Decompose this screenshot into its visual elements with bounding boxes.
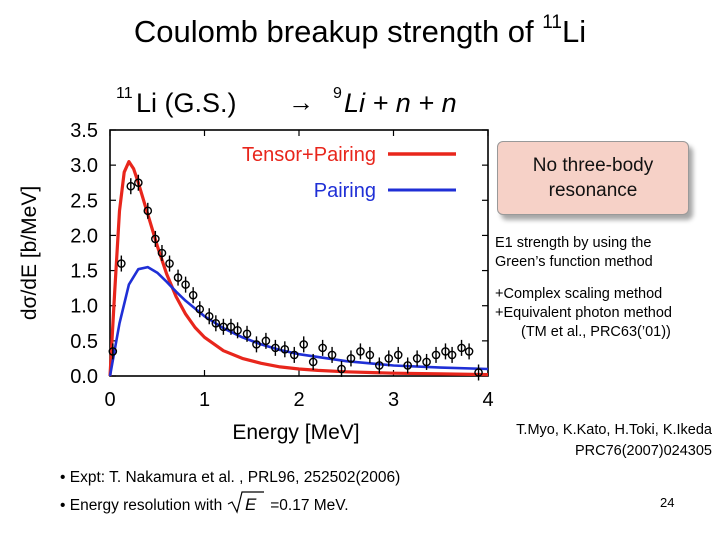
expt-point <box>126 178 136 195</box>
expt-point <box>299 336 309 353</box>
expt-point <box>365 346 375 363</box>
expt-point <box>412 350 422 367</box>
x-tick-label: 1 <box>199 389 210 411</box>
callout-line-2: resonance <box>548 180 638 201</box>
expt-point <box>457 339 466 356</box>
page-number: 24 <box>660 495 675 510</box>
expt-point <box>346 350 356 367</box>
curve-tensor-pairing <box>108 160 489 377</box>
x-tick-label: 4 <box>482 389 493 411</box>
y-tick-label: 1.0 <box>70 296 98 318</box>
no-resonance-callout: No three-body resonance <box>497 141 689 215</box>
slide-title: Coulomb breakup strength of 11Li <box>0 12 720 50</box>
x-axis-label: Energy [MeV] <box>232 421 359 444</box>
expt-point <box>188 287 198 304</box>
model-curves <box>108 160 489 377</box>
expt-point <box>211 315 221 332</box>
y-tick-label: 1.5 <box>70 261 98 283</box>
expt-point <box>117 255 126 272</box>
method-item-citation: (TM et al., PRC63(’01)) <box>521 324 671 340</box>
expt-point <box>165 255 174 272</box>
x-tick-label: 0 <box>104 389 115 411</box>
axis-ticks: 0 1 2 3 4 0.0 0.5 1.0 1.5 2.0 2.5 3.0 3.5 <box>70 120 493 411</box>
expt-point <box>252 336 261 353</box>
expt-point <box>474 364 483 381</box>
expt-point <box>181 276 190 293</box>
expt-point <box>464 343 474 360</box>
journal-reference: PRC76(2007)024305 <box>574 443 712 459</box>
reaction-final-mass: 9 <box>333 85 342 102</box>
reaction-arrow: → <box>288 87 314 117</box>
expt-point <box>308 353 318 370</box>
x-tick-label: 2 <box>293 389 304 411</box>
title-element: Li <box>562 14 587 49</box>
author-citation: T.Myo, K.Kato, H.Toki, K.Ikeda PRC76(200… <box>516 420 712 462</box>
breakup-strength-plot: 11 Li (G.S.) → 9 Li + n + n 0 1 2 3 4 0.0 0.5 1… <box>18 85 494 444</box>
expt-point <box>261 332 271 349</box>
expt-point <box>134 174 143 191</box>
expt-point <box>233 322 242 339</box>
method-description: E1 strength by using the Green’s functio… <box>495 234 653 272</box>
expt-point <box>431 346 441 363</box>
method-list: +Complex scaling method +Equivalent phot… <box>495 285 672 342</box>
expt-point <box>447 346 457 363</box>
bullet-resolution: • Energy resolution with E =0.17 MeV. <box>60 489 400 522</box>
method-item-equivalent-photon: +Equivalent photon method <box>495 305 672 321</box>
x-tick-label: 3 <box>388 389 399 411</box>
expt-point <box>173 269 183 286</box>
y-tick-label: 0.0 <box>70 366 98 388</box>
expt-point <box>356 343 365 360</box>
expt-point <box>375 357 384 374</box>
expt-point <box>393 346 403 363</box>
y-tick-label: 0.5 <box>70 331 98 353</box>
method-line-2: Green’s function method <box>495 254 653 270</box>
bullet-notes: • Expt: T. Nakamura et al. , PRL96, 2525… <box>60 466 400 522</box>
expt-points <box>108 174 483 381</box>
bullet-expt: • Expt: T. Nakamura et al. , PRL96, 2525… <box>60 469 401 486</box>
sqrt-e-formula: E <box>226 489 266 522</box>
legend-label-tensor-pairing: Tensor+Pairing <box>242 144 376 166</box>
expt-point <box>195 301 205 318</box>
y-axis-label: dσ/dE [b/MeV] <box>18 186 41 320</box>
y-tick-label: 2.0 <box>70 225 98 247</box>
expt-point <box>441 343 450 360</box>
reaction-final-label: Li + n + n <box>344 88 457 118</box>
legend: Tensor+Pairing Pairing <box>242 144 456 202</box>
expt-point <box>226 318 236 335</box>
expt-point <box>157 245 167 261</box>
callout-line-1: No three-body <box>532 155 654 176</box>
author-names: T.Myo, K.Kato, H.Toki, K.Ikeda <box>516 422 712 438</box>
expt-point <box>151 230 160 247</box>
expt-point <box>403 357 412 374</box>
expt-point <box>384 350 394 367</box>
expt-point <box>337 360 346 377</box>
expt-point <box>280 341 290 358</box>
sqrt-e-variable: E <box>245 495 257 514</box>
expt-point <box>242 325 252 342</box>
curve-pairing <box>108 265 489 377</box>
expt-point <box>271 339 280 356</box>
title-main: Coulomb breakup strength of <box>133 14 543 49</box>
method-item-complex-scaling: +Complex scaling method <box>495 286 663 302</box>
expt-point <box>289 346 299 363</box>
legend-label-pairing: Pairing <box>314 180 376 202</box>
reaction-initial-label: Li (G.S.) <box>136 88 237 118</box>
bullet-resolution-prefix: • Energy resolution with <box>60 497 223 514</box>
expt-point <box>422 353 431 370</box>
y-tick-label: 3.5 <box>70 120 98 142</box>
reaction-equation: 11 Li (G.S.) → 9 Li + n + n <box>116 85 457 118</box>
method-line-1: E1 strength by using the <box>495 235 652 251</box>
expt-point <box>204 308 214 325</box>
expt-point <box>327 346 337 363</box>
expt-point <box>318 339 327 356</box>
bullet-resolution-suffix: =0.17 MeV. <box>270 497 349 514</box>
y-tick-label: 3.0 <box>70 155 98 177</box>
y-tick-label: 2.5 <box>70 190 98 212</box>
title-mass-number: 11 <box>542 12 562 33</box>
expt-point <box>108 343 118 360</box>
reaction-initial-mass: 11 <box>116 85 133 102</box>
sqrt-symbol: E <box>227 491 265 514</box>
plot-frame <box>109 129 489 377</box>
expt-point <box>143 202 153 219</box>
